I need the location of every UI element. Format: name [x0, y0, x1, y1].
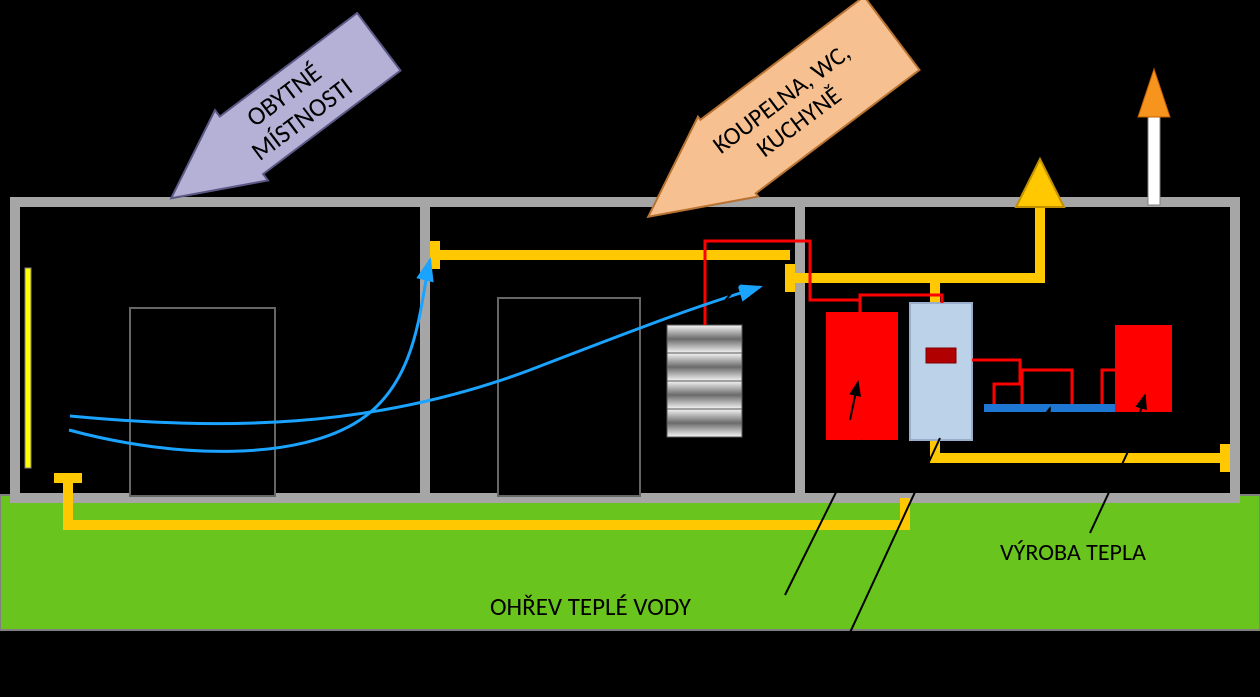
door2 — [498, 298, 640, 496]
label-hot-water: OHŘEV TEPLÉ VODY — [490, 591, 692, 622]
label-heat-production: VÝROBA TEPLA — [1000, 538, 1146, 567]
radiator — [667, 325, 742, 437]
radiator-band — [667, 353, 742, 381]
boiler-unit — [910, 303, 972, 440]
boiler-burner — [926, 348, 956, 363]
radiator-band — [667, 409, 742, 437]
radiator-band — [667, 325, 742, 353]
chimney-pipe — [1148, 117, 1160, 205]
diagram-canvas: OBYTNÉMÍSTNOSTIKOUPELNA, WC,KUCHYNĚOHŘEV… — [0, 0, 1260, 697]
radiator-band — [667, 381, 742, 409]
window-strip — [25, 268, 31, 468]
hot-water-tank — [826, 312, 898, 440]
door1 — [130, 308, 275, 496]
